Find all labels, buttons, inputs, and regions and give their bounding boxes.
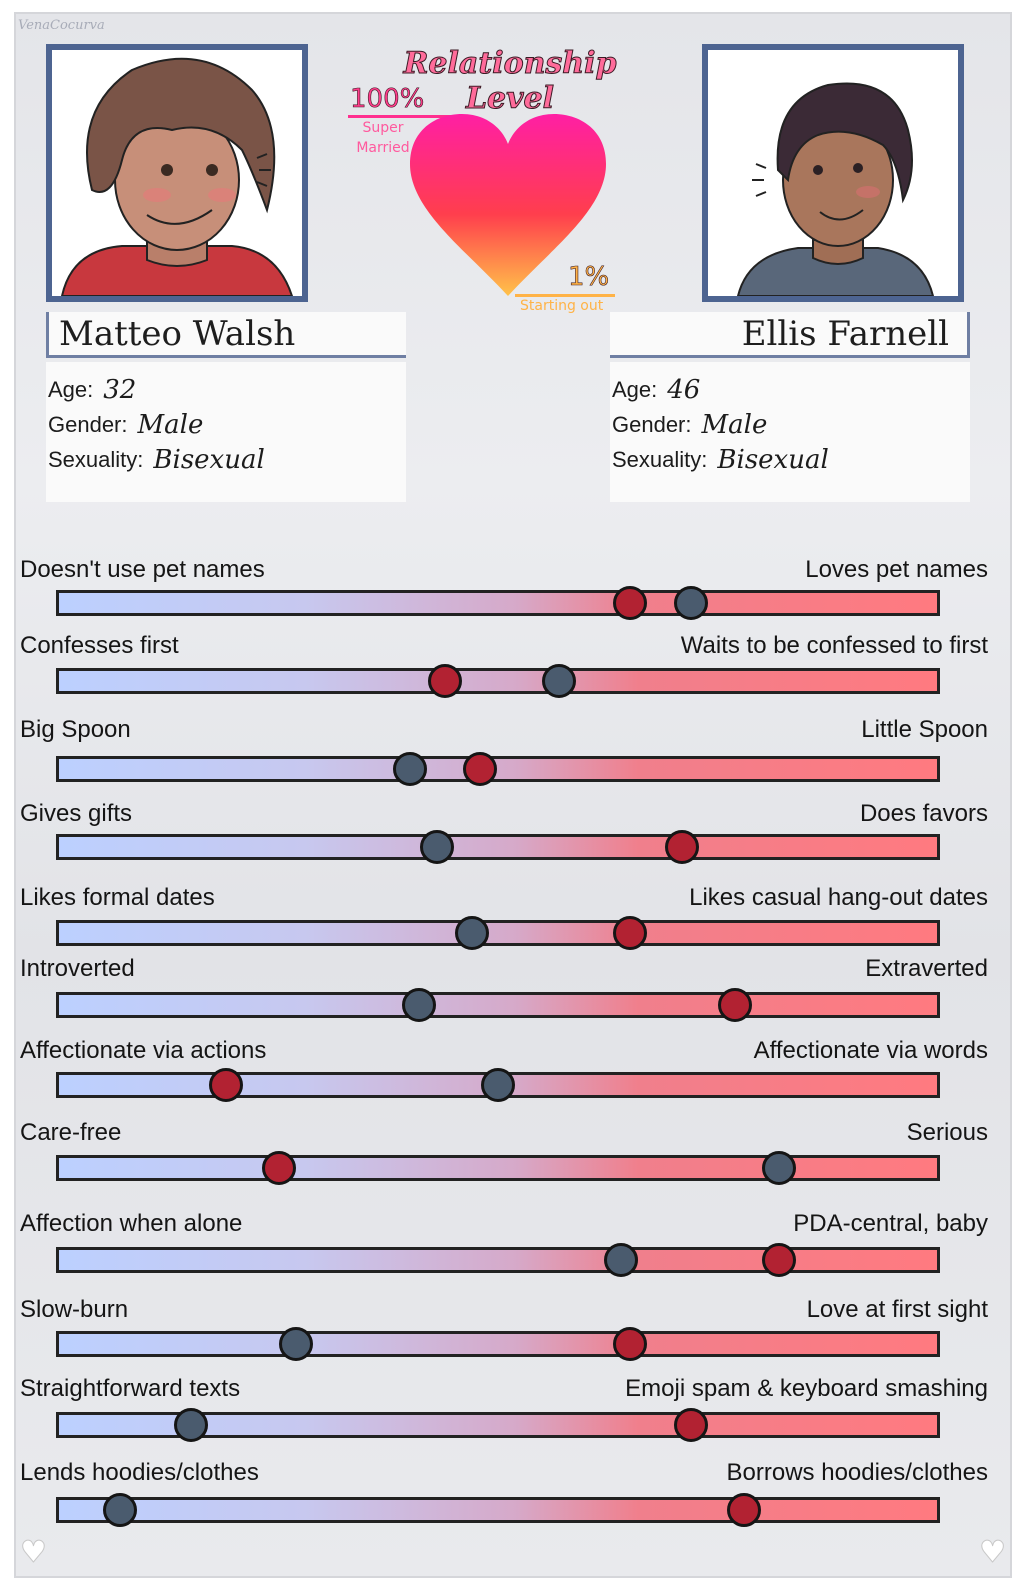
age-value-left: 32	[103, 374, 137, 405]
sexuality-label-right: Sexuality:	[612, 446, 708, 472]
gender-row-right: Gender: Male	[612, 407, 970, 442]
slider-marker-matteo[interactable]	[261, 1151, 296, 1185]
sexuality-row-right: Sexuality: Bisexual	[612, 442, 970, 477]
slider-track[interactable]	[56, 1068, 940, 1102]
slider-right-label: Borrows hoodies/clothes	[726, 1459, 988, 1486]
relationship-title: Relationship Level	[403, 46, 617, 117]
slider-marker-matteo[interactable]	[718, 988, 753, 1022]
name-plate-left: Matteo Walsh	[46, 312, 406, 358]
slider-marker-ellis[interactable]	[393, 752, 428, 786]
slider-marker-ellis[interactable]	[481, 1068, 515, 1102]
slider-marker-ellis[interactable]	[401, 988, 436, 1022]
slider-right-label: Serious	[906, 1119, 988, 1146]
slider-marker-ellis[interactable]	[103, 1493, 138, 1527]
slider-marker-matteo[interactable]	[428, 664, 463, 698]
slider-right-label: Likes casual hang-out dates	[689, 884, 988, 911]
slider-marker-ellis[interactable]	[542, 664, 577, 698]
slider-marker-matteo[interactable]	[761, 1243, 796, 1277]
gender-value-right: Male	[701, 409, 768, 440]
relationship-high-percent: 100%	[350, 84, 425, 115]
age-label-left: Age:	[48, 376, 94, 402]
slider-track[interactable]	[56, 752, 940, 786]
slider-right-label: Little Spoon	[861, 716, 988, 743]
slider-track[interactable]	[56, 1408, 940, 1442]
heart-icon	[410, 114, 606, 296]
slider-marker-matteo[interactable]	[612, 916, 647, 950]
slider-track[interactable]	[56, 586, 940, 620]
slider-left-label: Straightforward texts	[20, 1375, 241, 1402]
slider-marker-matteo[interactable]	[463, 752, 498, 786]
slider-left-label: Likes formal dates	[20, 884, 215, 911]
slider-left-label: Slow-burn	[20, 1296, 129, 1323]
slider-marker-ellis[interactable]	[419, 830, 454, 864]
relationship-low-percent: 1%	[568, 262, 610, 293]
slider-right-label: Does favors	[859, 800, 988, 827]
slider-left-label: Gives gifts	[20, 800, 133, 827]
slider-track[interactable]	[56, 1493, 940, 1527]
slider-track[interactable]	[56, 664, 940, 698]
slider-track[interactable]	[56, 830, 940, 864]
gender-row-left: Gender: Male	[48, 407, 406, 442]
slider-marker-ellis[interactable]	[279, 1327, 314, 1361]
slider-left-label: Confesses first	[20, 632, 179, 659]
slider-left-label: Introverted	[20, 955, 135, 982]
slider-marker-matteo[interactable]	[726, 1493, 761, 1527]
slider-marker-ellis[interactable]	[761, 1151, 796, 1185]
slider-track[interactable]	[56, 1243, 940, 1277]
slider-marker-matteo[interactable]	[612, 586, 647, 620]
gender-label-right: Gender:	[612, 411, 692, 437]
sexuality-label-left: Sexuality:	[48, 446, 144, 472]
slider-marker-ellis[interactable]	[454, 916, 489, 950]
slider-track[interactable]	[56, 1151, 940, 1185]
corner-heart-icon-left: ♥	[20, 1535, 48, 1571]
slider-track[interactable]	[56, 988, 940, 1022]
name-plate-right: Ellis Farnell	[610, 312, 970, 358]
gender-label-left: Gender:	[48, 411, 128, 437]
relationship-low-line	[515, 294, 615, 297]
portrait-right	[702, 44, 964, 302]
slider-marker-matteo[interactable]	[612, 1327, 647, 1361]
relationship-high-label: Super Married	[356, 120, 410, 156]
slider-marker-ellis[interactable]	[603, 1243, 638, 1277]
corner-heart-icon-right: ♥	[979, 1535, 1007, 1571]
slider-right-label: Extraverted	[865, 955, 988, 982]
relationship-low-label: Starting out	[520, 298, 604, 314]
slider-marker-matteo[interactable]	[665, 830, 700, 864]
info-card-right: Age: 46 Gender: Male Sexuality: Bisexual	[610, 362, 970, 502]
slider-track[interactable]	[56, 916, 940, 950]
portrait-left	[46, 44, 308, 302]
slider-right-label: Affectionate via words	[753, 1037, 988, 1064]
sexuality-value-right: Bisexual	[717, 444, 829, 475]
slider-right-label: Loves pet names	[805, 556, 988, 583]
slider-left-label: Affection when alone	[20, 1210, 243, 1237]
sexuality-value-left: Bisexual	[153, 444, 265, 475]
slider-right-label: Emoji spam & keyboard smashing	[625, 1375, 988, 1402]
sexuality-row-left: Sexuality: Bisexual	[48, 442, 406, 477]
slider-right-label: Love at first sight	[806, 1296, 988, 1323]
portrait-left-art	[52, 50, 302, 296]
age-label-right: Age:	[612, 376, 658, 402]
gender-value-left: Male	[137, 409, 204, 440]
slider-marker-ellis[interactable]	[173, 1408, 208, 1442]
slider-right-label: Waits to be confessed to first	[680, 632, 988, 659]
slider-left-label: Doesn't use pet names	[20, 556, 265, 583]
slider-left-label: Lends hoodies/clothes	[20, 1459, 259, 1486]
slider-marker-matteo[interactable]	[208, 1068, 243, 1102]
portrait-right-art	[708, 50, 958, 296]
age-row-left: Age: 32	[48, 372, 406, 407]
slider-marker-ellis[interactable]	[674, 586, 709, 620]
age-row-right: Age: 46	[612, 372, 970, 407]
age-value-right: 46	[667, 374, 701, 405]
slider-left-label: Care-free	[20, 1119, 122, 1146]
slider-marker-matteo[interactable]	[674, 1408, 709, 1442]
relationship-high-line	[348, 115, 460, 118]
artist-watermark: VenaCocurva	[18, 18, 105, 33]
slider-track[interactable]	[56, 1327, 940, 1361]
slider-right-label: PDA-central, baby	[793, 1210, 988, 1237]
info-card-left: Age: 32 Gender: Male Sexuality: Bisexual	[46, 362, 406, 502]
slider-left-label: Affectionate via actions	[20, 1037, 267, 1064]
slider-left-label: Big Spoon	[20, 716, 131, 743]
